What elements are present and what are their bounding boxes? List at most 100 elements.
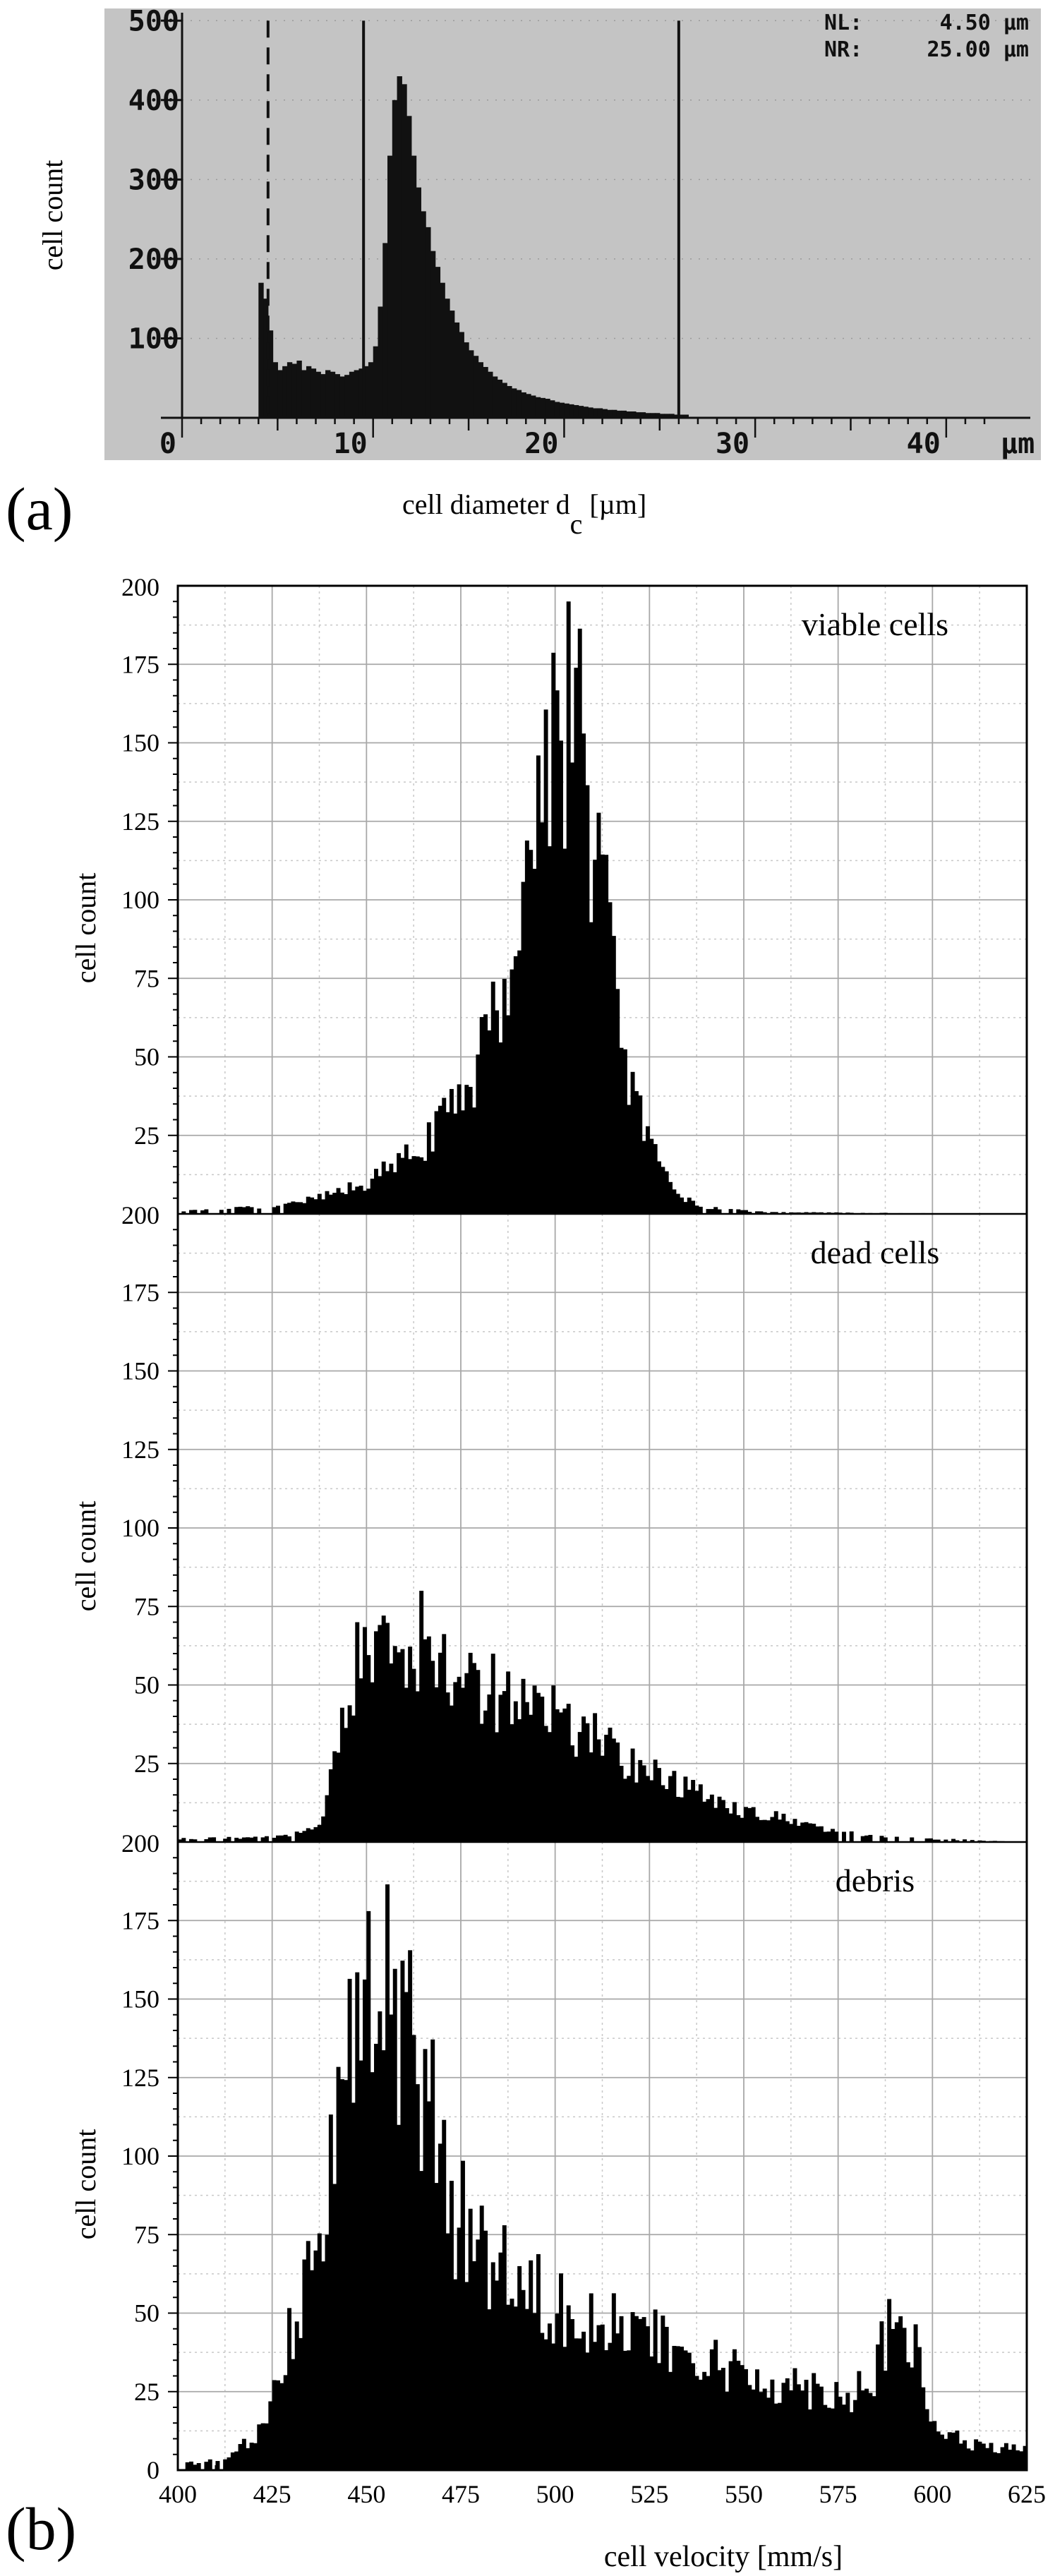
histogram-bar [932, 1839, 937, 1842]
histogram-bar [382, 243, 388, 418]
histogram-bar [392, 1172, 397, 1214]
histogram-bar [344, 1728, 349, 1842]
histogram-bar [955, 2430, 960, 2470]
histogram-bar [621, 410, 627, 418]
histogram-bar [426, 227, 431, 418]
histogram-bar [759, 2392, 764, 2470]
histogram-bar [355, 1622, 360, 1842]
histogram-bar [659, 414, 665, 418]
histogram-bar [521, 881, 526, 1214]
histogram-bar [464, 1673, 469, 1842]
histogram-bar [559, 402, 565, 418]
histogram-bar [740, 1817, 744, 1842]
histogram-bar [566, 1704, 571, 1842]
histogram-bar [207, 2459, 212, 2470]
histogram-bar [740, 1210, 744, 1214]
histogram-bar [744, 1807, 748, 1842]
histogram-bar [389, 1663, 394, 1842]
histogram-bar [879, 1836, 884, 1842]
histogram-bar [891, 2328, 896, 2470]
histogram-bar [532, 2313, 537, 2470]
histogram-bar [294, 1831, 299, 1842]
histogram-bar [894, 2322, 899, 2470]
histogram-bar [559, 740, 563, 1214]
histogram-bar [905, 2362, 910, 2470]
histogram-bar [717, 1209, 722, 1214]
histogram-bar [838, 2396, 843, 2470]
histogram-bar [423, 2049, 428, 2470]
histogram-bar [517, 2265, 522, 2470]
histogram-bar [664, 414, 670, 418]
histogram-bar [540, 2333, 545, 2470]
histogram-bar [657, 1161, 661, 1214]
histogram-bar [536, 1692, 541, 1842]
histogram-bar [944, 1839, 948, 1842]
histogram-bar [547, 2323, 552, 2470]
histogram-bar [619, 1047, 624, 1214]
histogram-bar [317, 1193, 322, 1214]
histogram-bar [812, 2373, 816, 2470]
histogram-bar [815, 2383, 820, 2470]
histogram-bar [415, 1691, 420, 1842]
histogram-bar [683, 414, 689, 418]
histogram-bar [675, 1193, 680, 1214]
histogram-bar [924, 1838, 929, 1842]
histogram-bar [483, 1014, 488, 1214]
histogram-bar [573, 404, 579, 418]
y-tick-label: 150 [121, 1985, 159, 2014]
histogram-bar [902, 2328, 907, 2470]
histogram-bar [306, 2241, 311, 2470]
histogram-bar [487, 2309, 492, 2470]
histogram-bar [635, 412, 641, 418]
y-ticks: 200 25 50 75 100 125 150 175 [121, 1201, 178, 1827]
histogram-bar [540, 822, 545, 1214]
y-tick-label: 25 [134, 2378, 159, 2406]
histogram-bar [740, 2365, 744, 2470]
histogram-bar [536, 2253, 541, 2470]
histogram-bar [823, 2405, 828, 2470]
histogram-bar [468, 2208, 473, 2470]
histogram-bar [627, 1105, 632, 1214]
screen-x-tick-label: 30 [716, 428, 749, 460]
histogram-bar [879, 2321, 884, 2470]
histogram-bar [404, 1687, 409, 1842]
histogram-bar [362, 1979, 367, 2470]
histogram-bar [513, 956, 518, 1214]
histogram-bar [815, 1826, 820, 1842]
histogram-bar [332, 1193, 337, 1214]
histogram-bar [358, 368, 364, 418]
histogram-bar [306, 366, 312, 418]
histogram-bar [830, 1829, 835, 1842]
screen-y-tick-label: 400 [128, 85, 179, 117]
histogram-bar [562, 848, 567, 1214]
histogram-bar [349, 371, 355, 418]
histogram-bar [215, 2461, 220, 2470]
histogram-bar [339, 2079, 344, 2470]
histogram-bar [363, 366, 369, 418]
histogram-bar [608, 2342, 613, 2470]
histogram-bar [1000, 2447, 1005, 2470]
histogram-bar [358, 1678, 363, 1842]
histogram-bar [430, 251, 436, 418]
histogram-bar [325, 1191, 330, 1214]
histogram-bar [555, 1709, 560, 1842]
histogram-bar [317, 1824, 322, 1842]
histogram-bar [189, 1210, 193, 1214]
histogram-bar [430, 2039, 435, 2470]
histogram-bar [445, 1112, 450, 1214]
histogram-bar [283, 2375, 288, 2470]
histogram-bar [713, 2340, 718, 2470]
histogram-bar [389, 1163, 394, 1214]
histogram-bar [442, 1634, 447, 1842]
histogram-bar [339, 1707, 344, 1842]
histogram-bar [736, 2360, 741, 2470]
screen-x-ticks: 0 10 20 30 40 [159, 418, 986, 460]
histogram-bar [622, 1778, 627, 1842]
histogram-bar [423, 1639, 428, 1842]
histogram-bar [744, 2369, 748, 2470]
histogram-bar [336, 1188, 341, 1214]
histogram-bar [921, 2387, 926, 2470]
histogram-bar [823, 1831, 828, 1842]
y-tick-label: 200 [121, 1201, 159, 1229]
y-tick-label: 100 [121, 1514, 159, 1542]
